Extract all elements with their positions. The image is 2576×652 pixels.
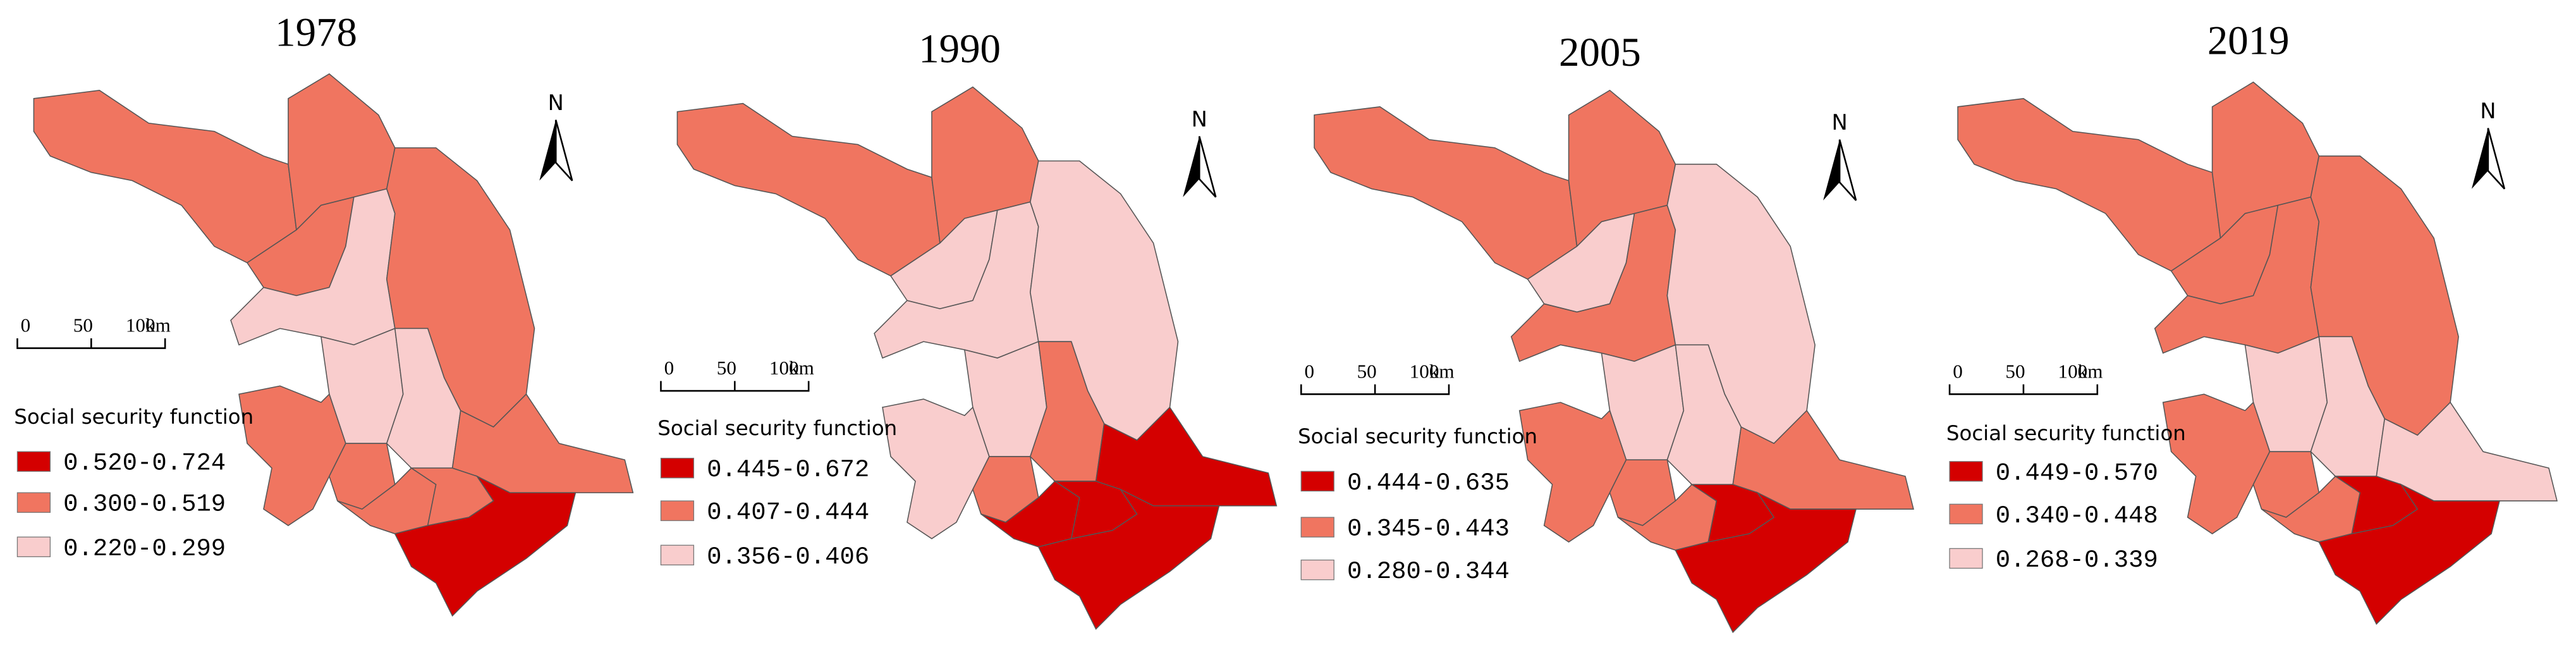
legend-label: 0.220-0.299 [63, 535, 226, 563]
legend-label: 0.300-0.519 [63, 491, 226, 519]
north-label: N [548, 90, 564, 115]
north-arrow-left [1823, 139, 1840, 200]
scale-unit: km [1429, 360, 1455, 382]
legend-swatch [660, 457, 695, 479]
region [1518, 402, 1627, 543]
legend-swatch [1949, 503, 1983, 525]
legend-swatch [1300, 517, 1334, 538]
legend-swatch [660, 544, 695, 566]
north-label: N [2480, 99, 2496, 123]
north-arrow-left [1183, 136, 1200, 197]
scale-label: 100 [2058, 360, 2087, 382]
legend-label: 0.268-0.339 [1996, 546, 2158, 574]
legend-title: Social security function [1298, 424, 1537, 448]
north-arrow-right [554, 120, 573, 181]
map [1957, 81, 2558, 625]
north-arrow-right [1198, 136, 1217, 198]
north-label: N [1192, 107, 1207, 132]
legend-title: Social security function [14, 405, 253, 429]
legend-label: 0.340-0.448 [1996, 502, 2158, 530]
north-arrow-right [1838, 139, 1857, 201]
scale-bar [16, 338, 166, 349]
north-arrow-left [539, 120, 556, 181]
legend-label: 0.356-0.406 [707, 543, 869, 571]
region [238, 385, 346, 526]
map [33, 73, 634, 617]
scale-label: 0 [664, 357, 675, 379]
legend-label: 0.449-0.570 [1996, 459, 2158, 487]
scale-bar [1948, 384, 2099, 395]
panel-year: 2005 [1559, 30, 1641, 75]
legend-label: 0.345-0.443 [1347, 515, 1510, 543]
legend-label: 0.520-0.724 [63, 450, 226, 477]
region [1037, 488, 1220, 630]
scale-label: 0 [1953, 360, 1963, 382]
north-label: N [1831, 110, 1847, 135]
legend-swatch [1949, 461, 1983, 482]
panel-year: 1990 [919, 27, 1001, 72]
legend-label: 0.444-0.635 [1347, 469, 1510, 497]
scale-bar [660, 381, 810, 392]
scale-label: 50 [1357, 360, 1377, 382]
scale-label: 100 [769, 357, 799, 379]
scale-label: 0 [1304, 360, 1314, 382]
scale-bar [1300, 384, 1450, 395]
scale-unit: km [2078, 360, 2103, 382]
region [2318, 483, 2501, 625]
region [1675, 491, 1857, 634]
panel-year: 2019 [2207, 18, 2290, 64]
legend-swatch [16, 536, 51, 558]
legend-swatch [16, 451, 51, 472]
scale-label: 100 [126, 314, 156, 336]
legend-title: Social security function [657, 416, 897, 440]
region [394, 475, 577, 617]
legend-swatch [660, 500, 695, 521]
region [2162, 393, 2271, 534]
map [676, 86, 1278, 630]
legend-label: 0.445-0.672 [707, 456, 869, 484]
panel-year: 1978 [275, 10, 357, 56]
region [882, 398, 990, 539]
scale-label: 0 [21, 314, 31, 336]
map [1314, 89, 1914, 634]
scale-unit: km [145, 314, 171, 336]
region [1314, 106, 1578, 280]
north-arrow-left [2471, 128, 2488, 189]
legend-swatch [1949, 548, 1983, 569]
scale-label: 50 [2005, 360, 2025, 382]
scale-label: 50 [73, 314, 93, 336]
scale-label: 100 [1410, 360, 1439, 382]
north-arrow-right [2487, 128, 2506, 190]
legend-swatch [1300, 559, 1334, 581]
region [33, 90, 297, 264]
legend-swatch [1300, 471, 1334, 492]
region [1957, 98, 2221, 272]
scale-unit: km [789, 357, 814, 379]
legend-swatch [16, 492, 51, 513]
legend-label: 0.280-0.344 [1347, 558, 1510, 586]
scale-label: 50 [717, 357, 736, 379]
legend-title: Social security function [1946, 421, 2186, 445]
region [676, 102, 941, 277]
legend-label: 0.407-0.444 [707, 499, 869, 527]
